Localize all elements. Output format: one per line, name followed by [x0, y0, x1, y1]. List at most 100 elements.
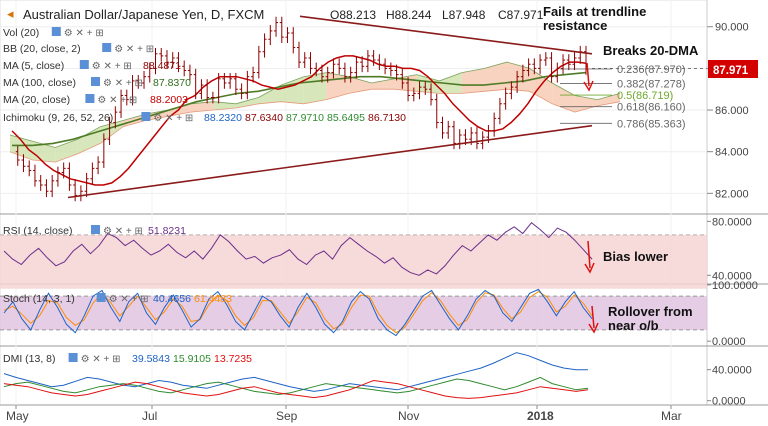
ichimoku-cloud-segment	[190, 101, 214, 113]
price-y-tick-label: 82.000	[715, 188, 749, 200]
header: ◂ Australian Dollar/Japanese Yen, D, FXC…	[7, 6, 544, 22]
settings-icon: ⚙ ✕ + ⊞	[103, 226, 143, 237]
ichimoku-cloud-segment	[55, 139, 78, 163]
ohlc-o-value: O88.213	[330, 8, 376, 22]
indicator-name: DMI (13, 8)	[3, 353, 56, 365]
indicator-legends[interactable]: Vol (20) ⚙ ✕ + ⊞ BB (20, close, 2) ⚙ ✕ + ⊞ M…	[3, 27, 406, 365]
stoch-y-tick-label: 100.0000	[712, 280, 758, 292]
ichimoku-cloud-segment	[235, 97, 259, 108]
eye-icon	[102, 43, 112, 52]
annotation-stoch-line: Rollover from	[608, 304, 693, 319]
ohlc-h-value: H88.244	[386, 8, 432, 22]
x-tick-label: Jul	[142, 409, 157, 423]
stoch-k-line	[3, 288, 593, 337]
indicator-value: 13.7235	[214, 353, 252, 365]
axes: 90.00088.00086.00084.00082.00087.97180.0…	[6, 22, 758, 423]
stoch-band	[0, 296, 707, 330]
indicator-value: 87.9710	[286, 112, 324, 124]
ohlc-c-value: C87.971	[498, 8, 544, 22]
indicator-value: 88.4871	[143, 60, 181, 72]
dmi-y-tick-label: 40.0000	[712, 365, 752, 377]
fib-level-label: 0.382(87.278)	[617, 78, 686, 90]
ohlc-readout: O88.213 H88.244 L87.948 C87.971	[330, 8, 544, 22]
ichimoku-cloud-segment	[371, 78, 395, 90]
indicator-name: MA (20, close)	[3, 94, 70, 106]
indicator-value: 39.5843	[132, 353, 170, 365]
indicator-name: MA (5, close)	[3, 60, 64, 72]
settings-icon: ⚙ ✕ + ⊞	[64, 28, 104, 39]
ichimoku-cloud-segment	[258, 85, 282, 104]
x-tick-label: Sep	[276, 409, 298, 423]
eye-icon	[79, 60, 89, 69]
ichimoku-cloud-segment	[213, 101, 236, 111]
ichimoku-cloud-segment	[574, 95, 598, 113]
rsi-overbought-band	[0, 234, 707, 289]
rsi-line	[3, 222, 593, 276]
ichimoku-cloud-segment	[597, 93, 620, 106]
indicator-value: 86.7130	[368, 112, 406, 124]
indicator-value: 51.8231	[148, 225, 186, 237]
x-tick-label: Nov	[398, 409, 419, 423]
stoch-y-tick-label: 0.0000	[712, 336, 746, 348]
fib-level-label: 0.236(87.970)	[617, 64, 686, 76]
eye-icon	[68, 353, 78, 362]
eye-icon	[85, 94, 95, 103]
settings-icon: ⚙ ✕ + ⊞	[153, 113, 193, 124]
indicator-name: Vol (20)	[3, 27, 39, 39]
ichimoku-cloud-segment	[439, 72, 462, 94]
support-trendline	[67, 124, 593, 199]
settings-icon: ⚙ ✕ + ⊞	[92, 61, 132, 72]
settings-icon: ⚙ ✕ + ⊞	[97, 95, 137, 106]
ichimoku-cloud-segment	[461, 68, 485, 94]
indicator-name: RSI (14, close)	[3, 225, 72, 237]
ohlc-l-value: L87.948	[442, 8, 486, 22]
indicator-name: MA (100, close)	[3, 77, 76, 89]
settings-icon: ⚙ ✕ + ⊞	[81, 354, 121, 365]
down-arrow-icon	[586, 62, 590, 87]
price-y-tick-label: 90.000	[715, 22, 749, 34]
ichimoku-span-b	[9, 88, 621, 163]
annotation-rsi: Bias lower	[603, 249, 668, 264]
down-arrow-head-icon	[583, 80, 594, 92]
dmi-y-tick-label: 0.0000	[712, 396, 746, 408]
indicator-name: BB (20, close, 2)	[3, 43, 81, 55]
down-arrow-icon	[587, 240, 591, 269]
indicator-name: Ichimoku (9, 26, 52, 26)	[3, 112, 113, 124]
fib-level-label: 0.786(85.363)	[617, 118, 686, 130]
resistance-trendline	[299, 15, 593, 55]
indicator-value: 15.9105	[173, 353, 211, 365]
last-price-tag	[708, 59, 758, 78]
settings-icon: ⚙ ✕ + ⊞	[109, 294, 149, 305]
annotation-resistance-line: Fails at trendline	[543, 4, 646, 19]
symbol-title: Australian Dollar/Japanese Yen, D, FXCM	[23, 7, 264, 22]
dmi-line-2	[3, 379, 589, 399]
indicator-name: Stoch (14, 3, 1)	[3, 293, 75, 305]
collapse-arrow-icon[interactable]: ◂	[7, 6, 14, 21]
eye-icon	[91, 77, 100, 86]
last-price-label: 87.971	[713, 65, 749, 77]
eye-icon	[51, 27, 61, 36]
fib-level-label: 0.5(86.719)	[617, 90, 673, 102]
annotation-stoch-line: near o/b	[608, 318, 659, 333]
x-tick-label: May	[6, 409, 29, 423]
indicator-value: 87.8370	[153, 77, 191, 89]
annotation-20dma: Breaks 20-DMA	[603, 43, 699, 58]
price-y-tick-label: 86.000	[715, 105, 749, 117]
dmi-line-1	[3, 376, 589, 396]
rsi-y-tick-label: 40.0000	[712, 270, 752, 282]
x-tick-label: Mar	[661, 409, 682, 423]
annotation-resistance-line: resistance	[543, 18, 607, 33]
indicator-value: 87.6340	[245, 112, 283, 124]
down-arrow-head-icon	[588, 322, 599, 334]
indicator-value: 88.2003	[150, 94, 188, 106]
price-y-tick-label: 84.000	[715, 147, 749, 159]
eye-icon	[141, 112, 151, 121]
ichimoku-cloud-segment	[552, 82, 575, 113]
ichimoku-span-a	[9, 61, 621, 148]
settings-icon: ⚙ ✕ + ⊞	[114, 44, 154, 55]
ichimoku-cloud-segment	[10, 135, 33, 161]
fib-level-label: 0.618(86.160)	[617, 102, 686, 114]
